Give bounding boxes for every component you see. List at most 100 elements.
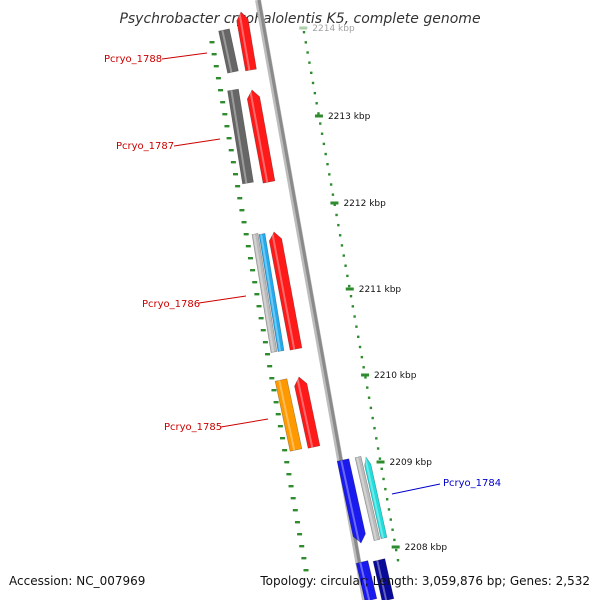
- gene-label-connector: [173, 138, 221, 147]
- gene-pcryo-1785: [294, 376, 321, 449]
- outer-tick-dot: [304, 41, 308, 44]
- inner-tick-dot: [220, 101, 226, 104]
- outer-tick-dot: [393, 538, 396, 542]
- gene-lightgray-1786: [251, 233, 278, 353]
- inner-tick-dot: [213, 65, 219, 68]
- inner-tick-dot: [235, 185, 241, 188]
- gene-pcryo-1787-partner: [227, 88, 254, 185]
- inner-tick-dot: [211, 53, 217, 56]
- topology-text: Topology: circular; Length: 3,059,876 bp…: [260, 574, 590, 588]
- gene-label: Pcryo_1786: [142, 299, 200, 310]
- gene-blue-1784: [336, 458, 366, 544]
- outer-tick-dot: [340, 244, 344, 247]
- inner-tick-dot: [288, 485, 294, 488]
- scale-tick: [330, 201, 339, 205]
- outer-tick-dot: [391, 528, 394, 531]
- gene-lightgray-1784: [354, 455, 381, 542]
- outer-tick-dot: [315, 102, 318, 105]
- inner-tick-dot: [273, 401, 279, 404]
- gene-label-connector: [198, 295, 247, 304]
- tick-label: 2208 kbp: [405, 543, 448, 553]
- inner-tick-dot: [252, 281, 258, 284]
- gene-label-connector: [220, 418, 269, 428]
- inner-tick-dot: [237, 197, 243, 200]
- outer-tick-dot: [335, 213, 338, 217]
- outer-tick-dot: [396, 559, 400, 562]
- gene-label-connector: [391, 483, 441, 495]
- inner-tick-dot: [254, 293, 260, 296]
- gene-pcryo-1788-partner: [218, 28, 239, 74]
- outer-tick-dot: [317, 112, 320, 115]
- inner-tick-dot: [284, 461, 290, 464]
- gene-label: Pcryo_1788: [104, 54, 162, 65]
- gene-orange-1785: [274, 378, 303, 452]
- outer-tick-dot: [355, 325, 358, 328]
- outer-tick-dot: [319, 122, 322, 125]
- outer-tick-dot: [351, 305, 355, 308]
- outer-tick-dot: [394, 548, 398, 552]
- outer-tick-dot: [337, 223, 340, 227]
- outer-tick-dot: [380, 467, 383, 471]
- scale-tick: [299, 26, 308, 30]
- outer-tick-dot: [378, 457, 382, 460]
- outer-tick-dot: [362, 366, 365, 369]
- inner-tick-dot: [256, 305, 262, 308]
- gene-pcryo-1786: [268, 231, 303, 351]
- outer-tick-dot: [320, 132, 324, 135]
- inner-tick-dot: [301, 557, 307, 560]
- outer-tick-dot: [311, 81, 315, 85]
- scale-tick: [391, 545, 400, 549]
- outer-tick-dot: [346, 274, 349, 278]
- gene-label: Pcryo_1784: [443, 478, 501, 489]
- outer-tick-dot: [364, 376, 367, 379]
- inner-tick-dot: [230, 161, 236, 164]
- gene-pcryo-1784: [364, 456, 388, 540]
- tick-label: 2213 kbp: [328, 112, 371, 122]
- outer-tick-dot: [389, 518, 392, 521]
- inner-tick-dot: [290, 497, 296, 500]
- inner-tick-dot: [224, 125, 230, 128]
- inner-tick-dot: [269, 377, 275, 380]
- outer-tick-dot: [367, 396, 371, 399]
- outer-tick-dot: [313, 91, 317, 95]
- outer-tick-dot: [358, 345, 362, 349]
- gene-blue-bottom: [355, 560, 378, 600]
- inner-tick-dot: [303, 569, 309, 572]
- outer-tick-dot: [387, 508, 391, 511]
- inner-tick-dot: [226, 137, 232, 140]
- inner-tick-dot: [233, 173, 238, 176]
- inner-tick-dot: [260, 329, 266, 332]
- outer-tick-dot: [302, 31, 306, 34]
- outer-tick-dot: [366, 386, 369, 389]
- outer-tick-dot: [357, 335, 360, 339]
- inner-tick-dot: [245, 245, 251, 248]
- tick-label: 2214 kbp: [312, 24, 355, 34]
- outer-tick-dot: [326, 163, 329, 166]
- gene-features: [218, 11, 395, 600]
- inner-tick-dot: [267, 365, 273, 368]
- inner-tick-dot: [228, 149, 234, 152]
- inner-tick-dot: [243, 233, 249, 236]
- outer-tick-dot: [353, 315, 356, 318]
- inner-tick-dot: [247, 257, 253, 260]
- inner-tick-dot: [271, 389, 277, 392]
- gene-pcryo-1788: [236, 11, 257, 72]
- tick-label: 2209 kbp: [390, 458, 433, 468]
- outer-tick-dot: [333, 203, 336, 207]
- outer-tick-dot: [329, 183, 333, 186]
- outer-tick-dot: [349, 295, 353, 298]
- inner-tick-dot: [258, 317, 264, 320]
- outer-tick-dot: [306, 51, 309, 54]
- inner-tick-dot: [294, 521, 300, 524]
- inner-tick-dot: [250, 269, 256, 272]
- outer-tick-dot: [308, 61, 311, 64]
- tick-label: 2212 kbp: [343, 199, 386, 209]
- inner-tick-dot: [262, 341, 268, 344]
- outer-tick-dot: [369, 406, 373, 410]
- inner-tick-dot: [275, 413, 281, 416]
- outer-tick-dot: [338, 234, 342, 237]
- inner-tick-dot: [282, 449, 288, 452]
- outer-tick-dot: [328, 173, 331, 176]
- inner-tick-dot: [299, 545, 305, 548]
- inner-tick-dot: [209, 41, 215, 44]
